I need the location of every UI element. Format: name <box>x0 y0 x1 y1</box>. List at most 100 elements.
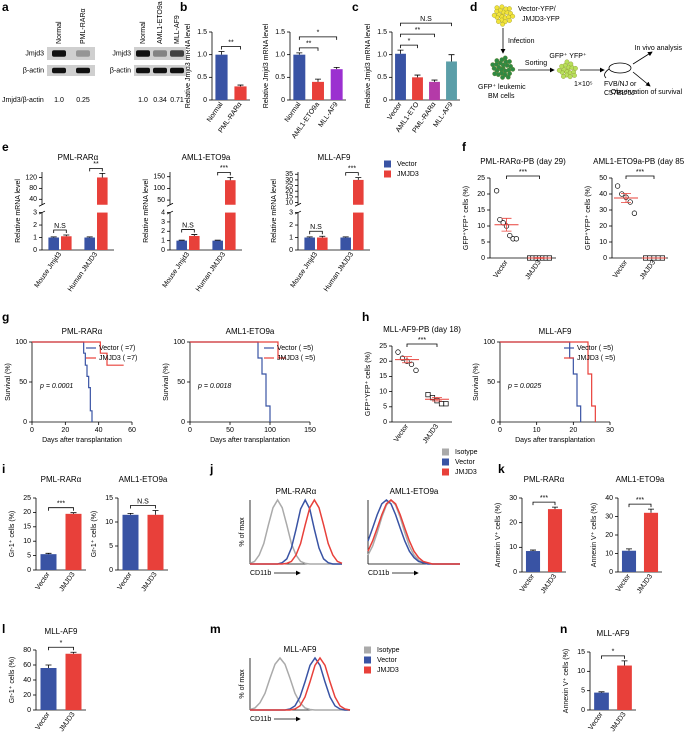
y-tick-label: 1 <box>33 234 37 241</box>
error-bar <box>70 512 77 514</box>
blot-row-label: β-actin <box>23 67 44 74</box>
y-tick-label: 2 <box>289 222 293 229</box>
legend-label: JMJD3 ( =5) <box>277 355 315 362</box>
p-value: p = 0.0018 <box>197 383 231 390</box>
significance-bracket <box>221 46 241 50</box>
x-tick-label: Vector <box>117 571 135 592</box>
data-point <box>614 183 621 189</box>
error-bar <box>501 217 512 232</box>
bar <box>147 514 164 570</box>
significance-label: N.S <box>182 222 194 229</box>
y-tick-label: 40 <box>605 495 613 502</box>
axis-break <box>43 204 115 213</box>
y-tick-label: 60 <box>23 662 31 669</box>
y-axis-label: Relative mRNA level <box>271 179 278 243</box>
panel-letter: i <box>2 462 5 476</box>
y-tick-label: 0 <box>203 97 207 104</box>
diagram-label: FVB/NJ or <box>604 81 637 88</box>
x-axis-label: Days after transplantation <box>515 437 595 444</box>
x-tick-label: 0 <box>30 427 34 434</box>
y-tick-label: 0.5 <box>377 74 387 81</box>
x-tick-label: Vector <box>393 423 411 444</box>
bar <box>65 513 82 570</box>
cell <box>494 5 500 11</box>
y-tick-label: 10 <box>23 538 31 545</box>
cell <box>490 62 496 68</box>
chart-title: PML-RARα <box>41 475 82 484</box>
blot-strip <box>47 65 95 76</box>
error-bar <box>296 52 303 55</box>
panel-letter: f <box>462 140 467 154</box>
y-tick-label: 3 <box>289 209 293 216</box>
cell <box>507 6 512 11</box>
y-tick-label: 150 <box>153 174 165 181</box>
arrow <box>632 71 651 87</box>
x-tick-label: Normal <box>284 101 303 124</box>
histogram-line <box>249 656 350 711</box>
data-point <box>497 216 503 223</box>
legend-label: Vector ( =5) <box>277 345 313 352</box>
y-tick-label: 0 <box>289 247 293 254</box>
chart-title: MLL-AF9 <box>318 153 351 162</box>
y-tick-label: 30 <box>509 495 517 502</box>
error-bar <box>402 356 412 364</box>
y-tick-label: 0.5 <box>275 74 285 81</box>
data-point <box>627 199 633 205</box>
data-point <box>507 232 513 239</box>
x-axis-label: CD11b <box>368 570 389 577</box>
y-tick-label: 1.0 <box>197 52 207 59</box>
error-bar <box>152 510 159 515</box>
panel-letter: c <box>352 0 359 14</box>
error-bar <box>306 236 313 238</box>
diagram-label: Vector-YFP/ <box>518 6 556 13</box>
axis-break <box>171 204 243 213</box>
blot-band <box>76 67 90 74</box>
significance-bracket <box>53 229 67 234</box>
legend-label: Vector ( =5) <box>577 345 613 352</box>
legend-swatch <box>384 170 391 178</box>
y-axis-label: GFP⁺YFP⁺ cells (%) <box>584 186 592 250</box>
blot-band <box>136 50 150 57</box>
x-axis-label: CD11b <box>250 716 271 723</box>
y-tick-label: 0 <box>181 419 185 426</box>
y-tick-label: 5 <box>27 552 31 559</box>
error-bar <box>342 236 349 238</box>
significance-bracket <box>625 175 655 179</box>
y-tick-label: 5 <box>383 404 387 411</box>
y-tick-label: 0 <box>581 707 585 714</box>
significance-label: * <box>60 640 63 647</box>
x-tick-label: JMJD3 <box>58 711 76 733</box>
bar <box>40 668 57 710</box>
error-bar <box>432 396 442 402</box>
significance-label: *** <box>418 337 426 344</box>
x-tick-label: 150 <box>304 427 316 434</box>
y-tick-label: 10 <box>105 519 113 526</box>
blot-band <box>170 67 184 74</box>
bar <box>353 179 364 250</box>
error-bar <box>218 51 225 55</box>
y-tick-label: 80 <box>29 185 37 192</box>
error-bar <box>448 54 455 62</box>
y-axis-label: Relative Jmjd3 mRNA level <box>263 23 270 108</box>
bar <box>525 551 541 572</box>
error-bar <box>99 172 106 178</box>
panel-letter: m <box>210 622 221 636</box>
error-bar <box>355 177 362 180</box>
bar <box>122 514 139 570</box>
data-point <box>493 188 500 194</box>
x-tick-label: Human JMJD3 <box>323 251 355 293</box>
y-tick-label: 5 <box>109 543 113 550</box>
x-axis-label: Days after transplantation <box>210 437 290 444</box>
legend-swatch <box>442 468 449 476</box>
y-tick-label: 1.0 <box>275 52 285 59</box>
significance-label: ** <box>415 27 421 34</box>
diagram-label: JMJD3-YFP <box>522 16 560 23</box>
x-tick-label: JMJD3 <box>636 573 654 595</box>
significance-label: *** <box>519 169 527 176</box>
x-tick-label: Vector <box>493 259 511 280</box>
bar <box>395 53 406 100</box>
x-tick-label: JMJD3 <box>422 423 440 445</box>
bar <box>312 81 324 100</box>
survival-line <box>190 341 286 359</box>
